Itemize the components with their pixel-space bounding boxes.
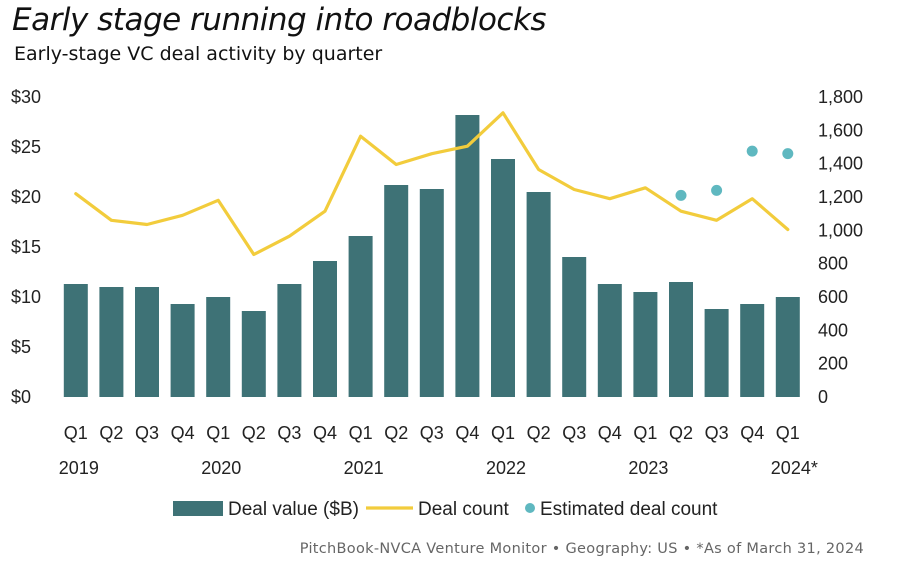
left-axis-tick-label: $0 <box>11 387 31 407</box>
deal-value-bar <box>562 257 587 397</box>
deal-value-bar <box>384 185 409 397</box>
left-axis-tick-label: $20 <box>11 187 41 207</box>
deal-value-bar <box>241 311 266 397</box>
deal-value-bar <box>277 284 302 397</box>
deal-value-bar <box>669 282 693 397</box>
x-axis-year-label: 2020 <box>201 458 241 478</box>
chart-title: Early stage running into roadblocks <box>12 2 547 38</box>
legend-dot-swatch <box>525 503 535 513</box>
x-axis-quarter-label: Q2 <box>242 423 266 443</box>
x-axis-year-label: 2019 <box>59 458 99 478</box>
x-axis-quarter-label: Q4 <box>740 423 764 443</box>
x-axis-quarter-label: Q3 <box>277 423 301 443</box>
legend-label-estimated: Estimated deal count <box>540 499 718 520</box>
estimated-deal-count-point <box>782 148 794 160</box>
x-axis-quarter-label: Q4 <box>171 423 195 443</box>
bar-series <box>63 115 800 397</box>
deal-value-bar <box>775 297 800 397</box>
deal-count-line <box>74 111 790 257</box>
legend-label-deal-value: Deal value ($B) <box>228 499 359 520</box>
x-axis-quarter-label: Q2 <box>669 423 693 443</box>
right-axis-tick-label: 400 <box>818 320 848 340</box>
right-axis-tick-label: 1,400 <box>818 154 863 174</box>
x-axis-quarter-label: Q1 <box>491 423 515 443</box>
deal-value-bar <box>348 236 373 397</box>
legend: Deal value ($B) Deal count Estimated deal … <box>173 499 718 520</box>
left-axis-tick-label: $10 <box>11 287 41 307</box>
estimate-series <box>675 145 794 201</box>
left-axis-tick-label: $15 <box>11 237 41 257</box>
x-axis-year-label: 2021 <box>344 458 384 478</box>
chart-subtitle: Early-stage VC deal activity by quarter <box>14 43 383 65</box>
deal-value-bar <box>597 284 622 397</box>
x-axis-quarter-label: Q4 <box>455 423 479 443</box>
left-axis-ticks: $0 $5 $10 $15 $20 $25 $30 <box>11 87 41 407</box>
right-axis-tick-label: 600 <box>818 287 848 307</box>
right-axis-tick-label: 1,800 <box>818 87 863 107</box>
deal-value-bar <box>740 304 765 397</box>
x-axis-quarter-label: Q1 <box>776 423 800 443</box>
deal-value-bar <box>633 292 658 397</box>
right-axis-ticks: 0 200 400 600 800 1,000 1,200 1,400 1,600 1,800 <box>818 87 863 407</box>
deal-value-bar <box>455 115 480 397</box>
x-axis-ticks: Q1 Q2 Q3 Q4 Q1 Q2 Q3 Q4 Q1 Q2 Q3 Q4 Q1 Q2 Q3 Q4 Q1 Q2 Q3 Q4… <box>64 423 800 443</box>
x-axis-quarter-label: Q3 <box>420 423 444 443</box>
x-axis-quarter-label: Q1 <box>64 423 88 443</box>
legend-bar-swatch <box>173 501 223 516</box>
right-axis-tick-label: 1,200 <box>818 187 863 207</box>
right-axis-tick-label: 800 <box>818 254 848 274</box>
x-axis-quarter-label: Q2 <box>384 423 408 443</box>
deal-value-bar <box>99 287 124 397</box>
source-note: PitchBook-NVCA Venture Monitor • Geograp… <box>299 541 864 557</box>
left-axis-tick-label: $30 <box>11 87 41 107</box>
x-axis-year-label: 2022 <box>486 458 526 478</box>
left-axis-tick-label: $5 <box>11 337 31 357</box>
x-axis-quarter-label: Q3 <box>135 423 159 443</box>
deal-value-bar <box>135 287 159 397</box>
x-axis-year-label: 2024* <box>771 458 818 478</box>
deal-value-bar <box>313 261 337 397</box>
deal-value-bar <box>526 192 551 397</box>
x-axis-years: 2019 2020 2021 2022 2023 2024* <box>59 458 818 478</box>
deal-value-bar <box>419 189 444 397</box>
deal-value-bar <box>63 284 88 397</box>
legend-label-deal-count: Deal count <box>418 499 510 520</box>
x-axis-quarter-label: Q1 <box>206 423 230 443</box>
x-axis-quarter-label: Q2 <box>99 423 123 443</box>
deal-value-bar <box>491 159 515 397</box>
estimated-deal-count-point <box>675 189 687 201</box>
estimated-deal-count-point <box>711 184 723 196</box>
x-axis-quarter-label: Q4 <box>598 423 622 443</box>
x-axis-quarter-label: Q3 <box>562 423 586 443</box>
right-axis-tick-label: 0 <box>818 387 828 407</box>
deal-value-bar <box>206 297 231 397</box>
x-axis-quarter-label: Q2 <box>527 423 551 443</box>
x-axis-quarter-label: Q4 <box>313 423 337 443</box>
right-axis-tick-label: 1,600 <box>818 120 863 140</box>
right-axis-tick-label: 200 <box>818 354 848 374</box>
deal-value-bar <box>704 309 729 397</box>
left-axis-tick-label: $25 <box>11 137 41 157</box>
right-axis-tick-label: 1,000 <box>818 220 863 240</box>
x-axis-quarter-label: Q1 <box>349 423 373 443</box>
estimated-deal-count-point <box>746 145 758 157</box>
x-axis-quarter-label: Q3 <box>705 423 729 443</box>
x-axis-year-label: 2023 <box>628 458 668 478</box>
x-axis-quarter-label: Q1 <box>633 423 657 443</box>
deal-value-bar <box>170 304 195 397</box>
